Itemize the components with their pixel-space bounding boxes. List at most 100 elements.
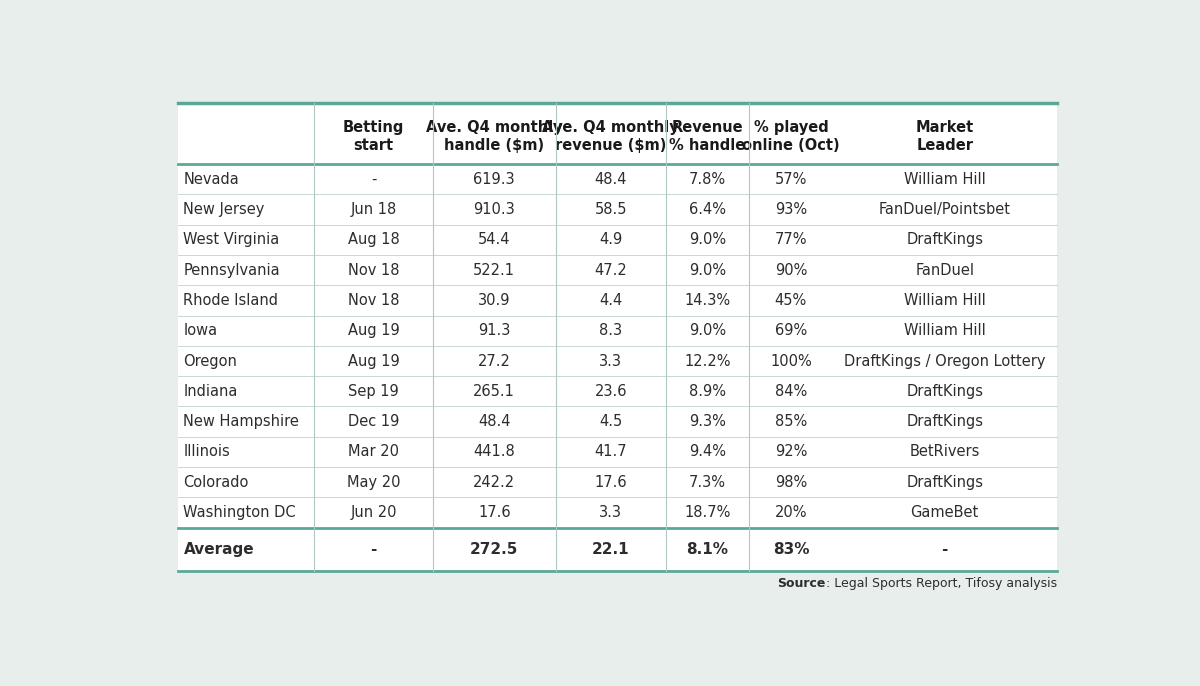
Text: BetRivers: BetRivers	[910, 445, 980, 460]
Text: 910.3: 910.3	[474, 202, 515, 217]
Text: 4.5: 4.5	[599, 414, 623, 429]
Text: 8.3: 8.3	[599, 323, 623, 338]
Text: 98%: 98%	[775, 475, 808, 490]
Text: 45%: 45%	[775, 293, 808, 308]
Text: 54.4: 54.4	[478, 233, 510, 248]
Text: Aug 18: Aug 18	[348, 233, 400, 248]
Text: New Hampshire: New Hampshire	[184, 414, 299, 429]
Text: DraftKings: DraftKings	[906, 384, 983, 399]
Text: 17.6: 17.6	[594, 475, 628, 490]
Text: 9.0%: 9.0%	[689, 233, 726, 248]
Text: 242.2: 242.2	[473, 475, 515, 490]
Text: 9.4%: 9.4%	[689, 445, 726, 460]
Text: Nov 18: Nov 18	[348, 263, 400, 278]
Text: 57%: 57%	[775, 172, 808, 187]
Text: West Virginia: West Virginia	[184, 233, 280, 248]
FancyBboxPatch shape	[178, 104, 1057, 571]
Text: 48.4: 48.4	[594, 172, 626, 187]
Text: : Legal Sports Report, Tifosy analysis: : Legal Sports Report, Tifosy analysis	[826, 577, 1057, 590]
Text: 441.8: 441.8	[474, 445, 515, 460]
Text: Iowa: Iowa	[184, 323, 217, 338]
Text: 265.1: 265.1	[473, 384, 515, 399]
Text: 30.9: 30.9	[478, 293, 510, 308]
Text: -: -	[942, 542, 948, 557]
Text: Rhode Island: Rhode Island	[184, 293, 278, 308]
Text: -: -	[371, 172, 376, 187]
Text: 58.5: 58.5	[594, 202, 626, 217]
Text: Nevada: Nevada	[184, 172, 239, 187]
Text: 41.7: 41.7	[594, 445, 628, 460]
Text: Mar 20: Mar 20	[348, 445, 398, 460]
Text: Indiana: Indiana	[184, 384, 238, 399]
Text: 12.2%: 12.2%	[684, 353, 731, 368]
Text: 83%: 83%	[773, 542, 809, 557]
Text: 8.9%: 8.9%	[689, 384, 726, 399]
Text: 85%: 85%	[775, 414, 808, 429]
Text: 9.3%: 9.3%	[689, 414, 726, 429]
Text: 69%: 69%	[775, 323, 808, 338]
Text: GameBet: GameBet	[911, 505, 979, 520]
Text: Revenue
% handle: Revenue % handle	[670, 120, 745, 153]
Text: Market
Leader: Market Leader	[916, 120, 974, 153]
Text: 20%: 20%	[775, 505, 808, 520]
Text: 4.4: 4.4	[599, 293, 623, 308]
Text: FanDuel: FanDuel	[916, 263, 974, 278]
Text: 4.9: 4.9	[599, 233, 623, 248]
Text: 17.6: 17.6	[478, 505, 510, 520]
Text: 619.3: 619.3	[474, 172, 515, 187]
Text: Jun 20: Jun 20	[350, 505, 397, 520]
Text: 6.4%: 6.4%	[689, 202, 726, 217]
Text: 522.1: 522.1	[473, 263, 515, 278]
Text: 100%: 100%	[770, 353, 811, 368]
Text: William Hill: William Hill	[904, 323, 985, 338]
Text: 92%: 92%	[775, 445, 808, 460]
Text: DraftKings: DraftKings	[906, 233, 983, 248]
Text: Betting
start: Betting start	[343, 120, 404, 153]
Text: 90%: 90%	[775, 263, 808, 278]
Text: 14.3%: 14.3%	[684, 293, 731, 308]
Text: Oregon: Oregon	[184, 353, 238, 368]
Text: -: -	[371, 542, 377, 557]
Text: 77%: 77%	[775, 233, 808, 248]
Text: 9.0%: 9.0%	[689, 323, 726, 338]
Text: 3.3: 3.3	[599, 353, 623, 368]
Text: William Hill: William Hill	[904, 293, 985, 308]
Text: Colorado: Colorado	[184, 475, 248, 490]
Text: 23.6: 23.6	[594, 384, 626, 399]
Text: 93%: 93%	[775, 202, 806, 217]
Text: William Hill: William Hill	[904, 172, 985, 187]
Text: 3.3: 3.3	[599, 505, 623, 520]
Text: Aug 19: Aug 19	[348, 323, 400, 338]
Text: 22.1: 22.1	[592, 542, 630, 557]
Text: FanDuel/Pointsbet: FanDuel/Pointsbet	[878, 202, 1010, 217]
Text: Aug 19: Aug 19	[348, 353, 400, 368]
Text: New Jersey: New Jersey	[184, 202, 265, 217]
Text: 9.0%: 9.0%	[689, 263, 726, 278]
Text: 91.3: 91.3	[478, 323, 510, 338]
Text: Pennsylvania: Pennsylvania	[184, 263, 280, 278]
Text: Source: Source	[778, 577, 826, 590]
Text: 7.3%: 7.3%	[689, 475, 726, 490]
Text: 7.8%: 7.8%	[689, 172, 726, 187]
Text: 84%: 84%	[775, 384, 808, 399]
Text: 8.1%: 8.1%	[686, 542, 728, 557]
Text: Ave. Q4 monthly
revenue ($m): Ave. Q4 monthly revenue ($m)	[542, 120, 679, 153]
Text: % played
online (Oct): % played online (Oct)	[742, 120, 840, 153]
Text: Ave. Q4 monthly
handle ($m): Ave. Q4 monthly handle ($m)	[426, 120, 563, 153]
Text: DraftKings: DraftKings	[906, 414, 983, 429]
Text: 18.7%: 18.7%	[684, 505, 731, 520]
Text: May 20: May 20	[347, 475, 400, 490]
Text: Nov 18: Nov 18	[348, 293, 400, 308]
Text: DraftKings / Oregon Lottery: DraftKings / Oregon Lottery	[844, 353, 1045, 368]
Text: 272.5: 272.5	[470, 542, 518, 557]
Text: DraftKings: DraftKings	[906, 475, 983, 490]
Text: Average: Average	[184, 542, 254, 557]
Text: 27.2: 27.2	[478, 353, 511, 368]
Text: 48.4: 48.4	[478, 414, 510, 429]
Text: Washington DC: Washington DC	[184, 505, 296, 520]
Text: Illinois: Illinois	[184, 445, 230, 460]
Text: 47.2: 47.2	[594, 263, 628, 278]
Text: Jun 18: Jun 18	[350, 202, 396, 217]
Text: Dec 19: Dec 19	[348, 414, 400, 429]
Text: Sep 19: Sep 19	[348, 384, 398, 399]
